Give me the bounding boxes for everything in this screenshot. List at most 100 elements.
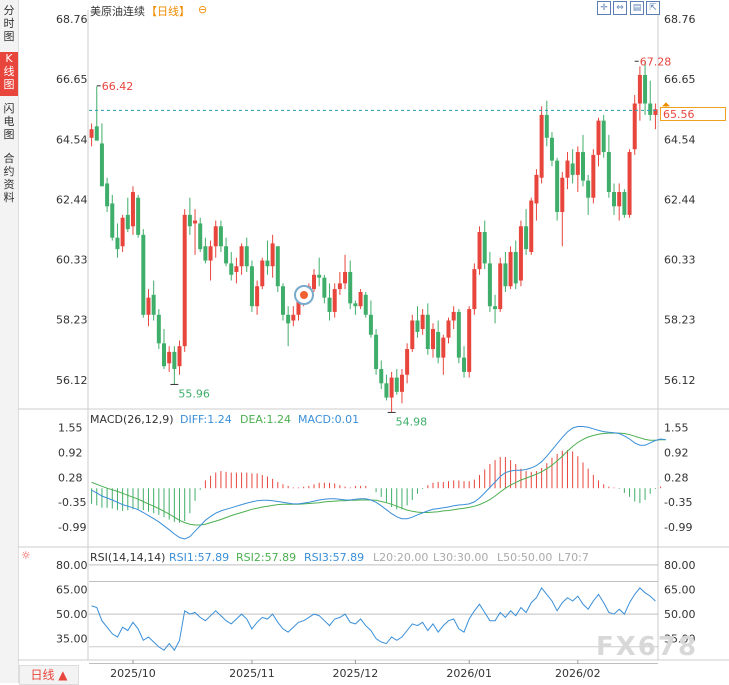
rsi-l50-label: L50:50.00 [497,551,553,564]
chart-type-sidebar: 分时图 K线图 闪电图 合约资料 [0,0,19,683]
candle-body [270,243,275,267]
macd-dea-label: DEA:1.24 [240,413,291,426]
candle-body [627,152,632,215]
rsi1-label: RSI1:57.89 [169,551,230,564]
tab-flash-chart[interactable]: 闪电图 [3,102,15,141]
macd-diff-label: DIFF:1.24 [180,413,232,426]
candle-body [249,266,254,307]
period-selector-button[interactable]: 日线 ▲ [19,665,79,685]
candle-body [503,263,508,287]
candle-body [363,294,368,315]
price-tick-right: 62.44 [664,193,696,206]
candle-body [487,263,492,307]
candle-body [518,226,523,281]
rsi-tick-left: 80.00 [56,559,88,572]
candle-body [648,103,653,115]
tab-contract-info[interactable]: 合约资料 [3,152,15,204]
candle-body [570,163,575,175]
candle-body [575,152,580,175]
candle-body [632,103,637,150]
candle-body [255,286,260,307]
price-tick-left: 62.44 [56,193,88,206]
candle-body [405,349,410,375]
macd-name: MACD(26,12,9) [90,413,174,426]
x-tick-label: 2026/02 [555,667,601,680]
chart-settings-icon[interactable]: ▤ [630,1,644,15]
circle-minus-icon[interactable]: ⊖ [198,3,208,16]
rsi-l70-label: L70:7 [558,551,589,564]
candle-body [265,260,270,267]
candle-body [353,303,358,307]
candle-body [420,314,425,330]
candle-body [430,329,435,350]
price-tick-left: 58.23 [56,314,88,327]
candle-body [513,251,518,284]
candle-body [327,297,332,312]
candle-body [394,377,399,392]
candle-body [601,120,606,153]
macd-value-label: MACD:0.01 [298,413,360,426]
crosshair-icon[interactable]: ✛ [597,1,611,15]
candle-body [586,180,591,198]
candle-body [229,263,234,275]
candle-body [498,263,503,310]
chart-logo-icon-center [300,291,308,299]
price-tick-right: 56.12 [664,374,696,387]
candle-body [224,246,229,264]
candle-body [580,152,585,181]
price-tick-left: 64.54 [56,133,88,146]
candle-body [182,214,187,347]
candle-body [606,152,611,193]
candle-body [477,231,482,270]
candle-body [89,129,94,138]
rsi-tick-left: 50.00 [56,608,88,621]
candle-body [456,311,461,358]
candle-body [110,203,115,238]
price-tick-right: 60.33 [664,254,696,267]
fullscreen-icon[interactable]: ⇔ [613,1,627,15]
tab-kline-chart[interactable]: K线图 [0,52,18,96]
rsi-l30-label: L30:30.00 [433,551,489,564]
candle-body [493,306,498,310]
current-price-tag: 65.56 [660,107,726,121]
candle-body [384,383,389,398]
tab-time-chart[interactable]: 分时图 [3,4,15,43]
candle-body [280,286,285,315]
candle-body [332,289,337,312]
high-label-67: 67.28 [640,55,672,68]
price-tick-left: 66.65 [56,73,88,86]
candle-body [337,283,342,290]
rsi-tick-right: 50.00 [664,608,696,621]
candle-body [343,271,348,284]
candle-body [167,351,172,364]
candle-body [120,217,125,247]
candle-body [187,214,192,227]
rsi-settings-icon[interactable]: ☼ [21,549,31,562]
candle-body [436,331,441,358]
macd-tick-right: 1.55 [664,422,689,435]
rsi-name: RSI(14,14,14) [90,551,166,564]
candle-body [348,271,353,304]
price-tick-left: 68.76 [56,13,88,26]
candle-body [539,114,544,178]
diff-line [91,426,666,540]
rsi3-label: RSI3:57.89 [304,551,365,564]
price-tick-left: 56.12 [56,374,88,387]
restore-icon[interactable]: ⇱ [646,1,660,15]
candle-body [156,314,161,344]
candle-body [534,174,539,204]
candle-body [389,377,394,398]
candle-body [596,120,601,155]
candle-body [379,369,384,384]
candle-body [524,226,529,250]
candle-body [549,137,554,161]
x-tick-label: 2025/11 [229,667,275,680]
period-tag[interactable]: 【日线】 [146,5,190,18]
candle-body [467,309,472,372]
candle-body [555,160,560,213]
watermark-logo: FX678 [596,632,699,662]
candle-body [193,220,198,224]
candle-body [172,351,177,370]
price-tick-right: 68.76 [664,13,696,26]
